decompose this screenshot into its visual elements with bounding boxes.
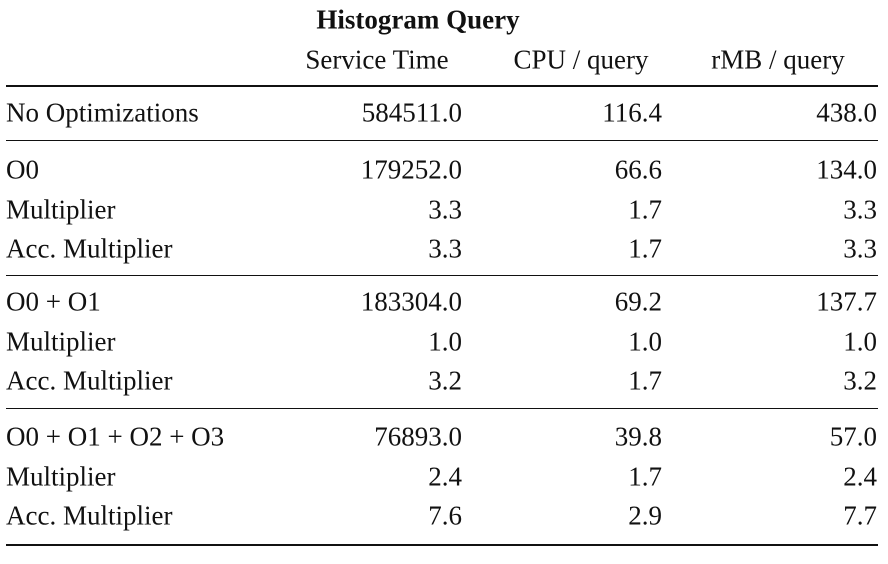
cell: 3.3: [428, 233, 462, 264]
cell: 3.3: [843, 233, 877, 264]
row-label: Acc. Multiplier: [6, 365, 173, 396]
cell: 2.4: [428, 461, 462, 492]
cell: 584511.0: [361, 97, 462, 128]
cell: 179252.0: [360, 154, 462, 185]
group-rule: [6, 275, 878, 276]
cell: 7.6: [428, 500, 462, 531]
cell: 137.7: [816, 286, 877, 317]
cell: 1.0: [843, 326, 877, 357]
group-rule: [6, 408, 878, 409]
cell: 1.7: [628, 194, 662, 225]
cell: 57.0: [829, 421, 877, 452]
cell: 1.7: [628, 233, 662, 264]
row-label: Multiplier: [6, 461, 116, 492]
row-label: O0 + O1 + O2 + O3: [6, 421, 225, 452]
top-rule: [6, 85, 878, 87]
cell: 3.3: [843, 194, 877, 225]
row-label: Multiplier: [6, 194, 116, 225]
table-title: Histogram Query: [316, 4, 520, 35]
row-label: Acc. Multiplier: [6, 500, 173, 531]
cell: 1.7: [628, 461, 662, 492]
group-rule: [6, 140, 878, 141]
cell: 3.3: [428, 194, 462, 225]
cell: 66.6: [614, 154, 662, 185]
cell: 3.2: [843, 365, 877, 396]
cell: 76893.0: [374, 421, 462, 452]
row-label: Multiplier: [6, 326, 116, 357]
cell: 39.8: [614, 421, 662, 452]
row-label: No Optimizations: [6, 97, 199, 128]
cell: 183304.0: [360, 286, 462, 317]
cell: 1.0: [628, 326, 662, 357]
cell: 1.7: [628, 365, 662, 396]
cell: 2.9: [628, 500, 662, 531]
cell: 2.4: [843, 461, 877, 492]
bottom-rule: [6, 544, 878, 546]
row-label: O0: [6, 154, 39, 185]
column-header: Service Time: [305, 44, 449, 75]
cell: 116.4: [602, 97, 662, 128]
cell: 438.0: [816, 97, 877, 128]
cell: 1.0: [428, 326, 462, 357]
row-label: O0 + O1: [6, 286, 101, 317]
cell: 134.0: [816, 154, 877, 185]
cell: 3.2: [428, 365, 462, 396]
cell: 7.7: [843, 500, 877, 531]
column-header: rMB / query: [711, 44, 845, 75]
row-label: Acc. Multiplier: [6, 233, 173, 264]
cell: 69.2: [614, 286, 662, 317]
column-header: CPU / query: [513, 44, 649, 75]
